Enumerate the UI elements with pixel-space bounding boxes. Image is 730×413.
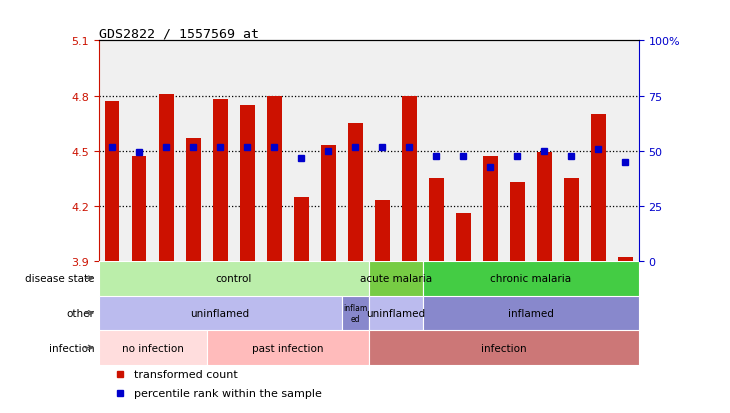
Bar: [99, 261, 369, 296]
Bar: [99, 330, 207, 365]
Text: acute malaria: acute malaria: [360, 273, 431, 284]
Bar: [423, 296, 639, 330]
Bar: [293, 197, 309, 261]
Bar: [131, 157, 147, 261]
Bar: [185, 138, 201, 261]
Bar: [510, 183, 525, 261]
Text: inflamed: inflamed: [508, 308, 553, 318]
Text: infection: infection: [481, 343, 526, 353]
Bar: [212, 100, 228, 261]
Bar: [483, 157, 498, 261]
Text: transformed count: transformed count: [134, 369, 237, 380]
Text: uninflamed: uninflamed: [366, 308, 425, 318]
Bar: [320, 146, 336, 261]
Bar: [429, 179, 444, 261]
Bar: [99, 296, 342, 330]
Bar: [591, 115, 606, 261]
Text: inflam
ed: inflam ed: [343, 304, 367, 323]
Text: uninflamed: uninflamed: [191, 308, 250, 318]
Text: disease state: disease state: [25, 273, 94, 284]
Bar: [207, 330, 369, 365]
Text: past infection: past infection: [252, 343, 323, 353]
Bar: [537, 153, 552, 261]
Bar: [402, 96, 417, 261]
Bar: [239, 105, 255, 261]
Text: GDS2822 / 1557569_at: GDS2822 / 1557569_at: [99, 27, 258, 40]
Bar: [618, 258, 633, 261]
Bar: [369, 330, 639, 365]
Text: percentile rank within the sample: percentile rank within the sample: [134, 388, 321, 398]
Bar: [158, 95, 174, 261]
Bar: [104, 102, 120, 261]
Text: control: control: [215, 273, 252, 284]
Text: infection: infection: [49, 343, 94, 353]
Text: chronic malaria: chronic malaria: [490, 273, 572, 284]
Bar: [347, 124, 363, 261]
Text: other: other: [66, 308, 94, 318]
Bar: [342, 296, 369, 330]
Bar: [266, 96, 282, 261]
Bar: [564, 179, 579, 261]
Bar: [456, 214, 471, 261]
Bar: [369, 261, 423, 296]
Bar: [374, 201, 390, 261]
Bar: [423, 261, 639, 296]
Bar: [369, 296, 423, 330]
Text: no infection: no infection: [122, 343, 183, 353]
